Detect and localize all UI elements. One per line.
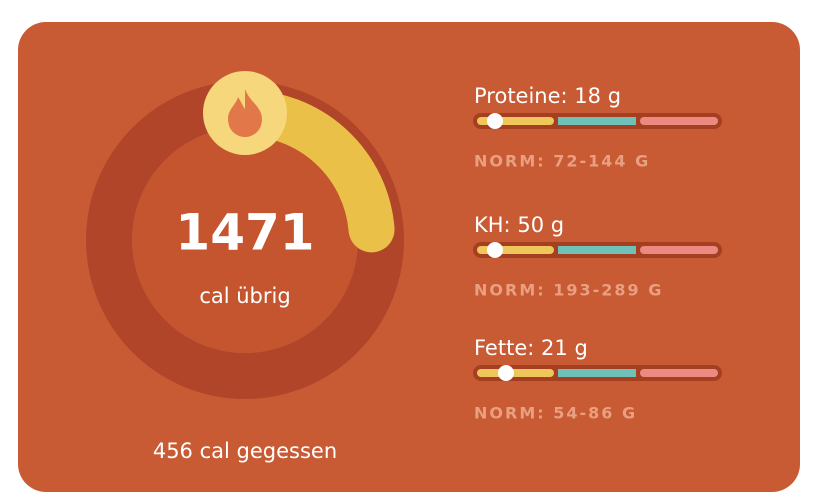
macro-amount: 50 xyxy=(517,213,544,237)
macro-name: KH: xyxy=(474,213,511,237)
macro-bar-high xyxy=(640,117,718,125)
eaten-text: 456 cal gegessen xyxy=(153,439,337,463)
eaten-value: 456 xyxy=(153,439,193,463)
remaining-value: 1471 xyxy=(175,204,314,262)
macro-unit: g xyxy=(551,213,564,237)
ring-center xyxy=(132,127,358,353)
macro-norm: NORM: 193-289 G xyxy=(474,281,663,300)
remaining-label: cal übrig xyxy=(199,284,290,308)
macro-knob xyxy=(487,113,503,129)
macro-knob xyxy=(487,242,503,258)
macro-name: Fette: xyxy=(474,336,534,360)
macro-bar-low xyxy=(477,369,554,377)
macro-bar-high xyxy=(640,369,718,377)
macro-label: KH: 50 g xyxy=(474,213,564,237)
macro-norm: NORM: 72-144 G xyxy=(474,152,650,171)
macro-unit: g xyxy=(574,336,587,360)
macro-bar-norm xyxy=(558,117,636,125)
macro-label: Fette: 21 g xyxy=(474,336,588,360)
eaten-label: cal gegessen xyxy=(200,439,338,463)
macro-bar-high xyxy=(640,246,718,254)
macro-amount: 18 xyxy=(574,84,601,108)
macro-unit: g xyxy=(608,84,621,108)
macro-bar-norm xyxy=(558,246,636,254)
macro-amount: 21 xyxy=(541,336,568,360)
macro-knob xyxy=(498,365,514,381)
macro-norm: NORM: 54-86 G xyxy=(474,404,637,423)
macro-bar-norm xyxy=(558,369,636,377)
macro-name: Proteine: xyxy=(474,84,568,108)
macro-label: Proteine: 18 g xyxy=(474,84,621,108)
flame-icon xyxy=(228,89,262,137)
